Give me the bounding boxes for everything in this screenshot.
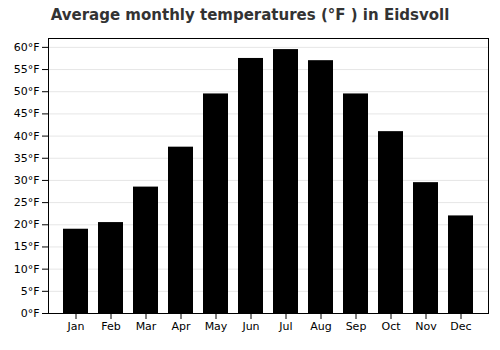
svg-text:50°F: 50°F <box>14 85 40 98</box>
svg-text:Jan: Jan <box>67 320 85 333</box>
svg-text:Jun: Jun <box>241 320 259 333</box>
svg-text:35°F: 35°F <box>14 152 40 165</box>
svg-text:55°F: 55°F <box>14 63 40 76</box>
svg-text:40°F: 40°F <box>14 130 40 143</box>
svg-text:Sep: Sep <box>346 320 367 333</box>
svg-text:Apr: Apr <box>171 320 191 333</box>
svg-text:Jul: Jul <box>278 320 292 333</box>
svg-text:0°F: 0°F <box>21 307 40 320</box>
svg-text:Feb: Feb <box>101 320 120 333</box>
svg-text:Dec: Dec <box>450 320 471 333</box>
svg-text:15°F: 15°F <box>14 240 40 253</box>
svg-text:30°F: 30°F <box>14 174 40 187</box>
svg-text:25°F: 25°F <box>14 196 40 209</box>
svg-text:20°F: 20°F <box>14 218 40 231</box>
svg-text:Mar: Mar <box>136 320 157 333</box>
svg-text:May: May <box>205 320 228 333</box>
html-text:Average monthly temperatures (: Average monthly temperatures (°F ) in Ei… <box>50 6 450 24</box>
svg-text:10°F: 10°F <box>14 263 40 276</box>
svg-text:Oct: Oct <box>381 320 401 333</box>
svg-text:Nov: Nov <box>415 320 437 333</box>
svg-text:Aug: Aug <box>310 320 331 333</box>
svg-text:5°F: 5°F <box>21 285 40 298</box>
svg-text:60°F: 60°F <box>14 41 40 54</box>
svg-text:45°F: 45°F <box>14 107 40 120</box>
